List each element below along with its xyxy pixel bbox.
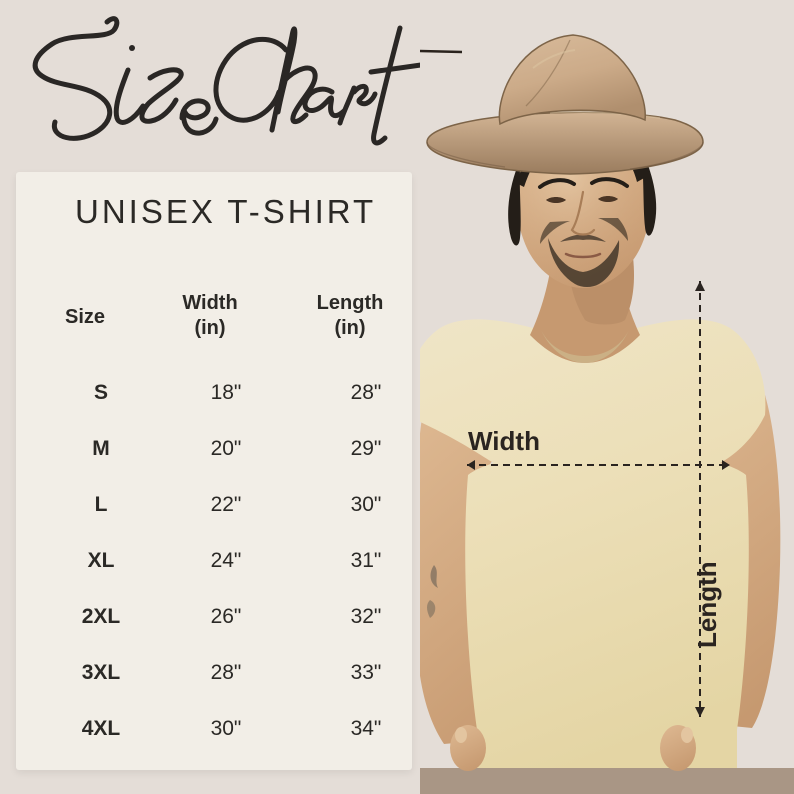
svg-text:Length: Length bbox=[692, 561, 722, 648]
svg-text:Width: Width bbox=[468, 426, 540, 456]
